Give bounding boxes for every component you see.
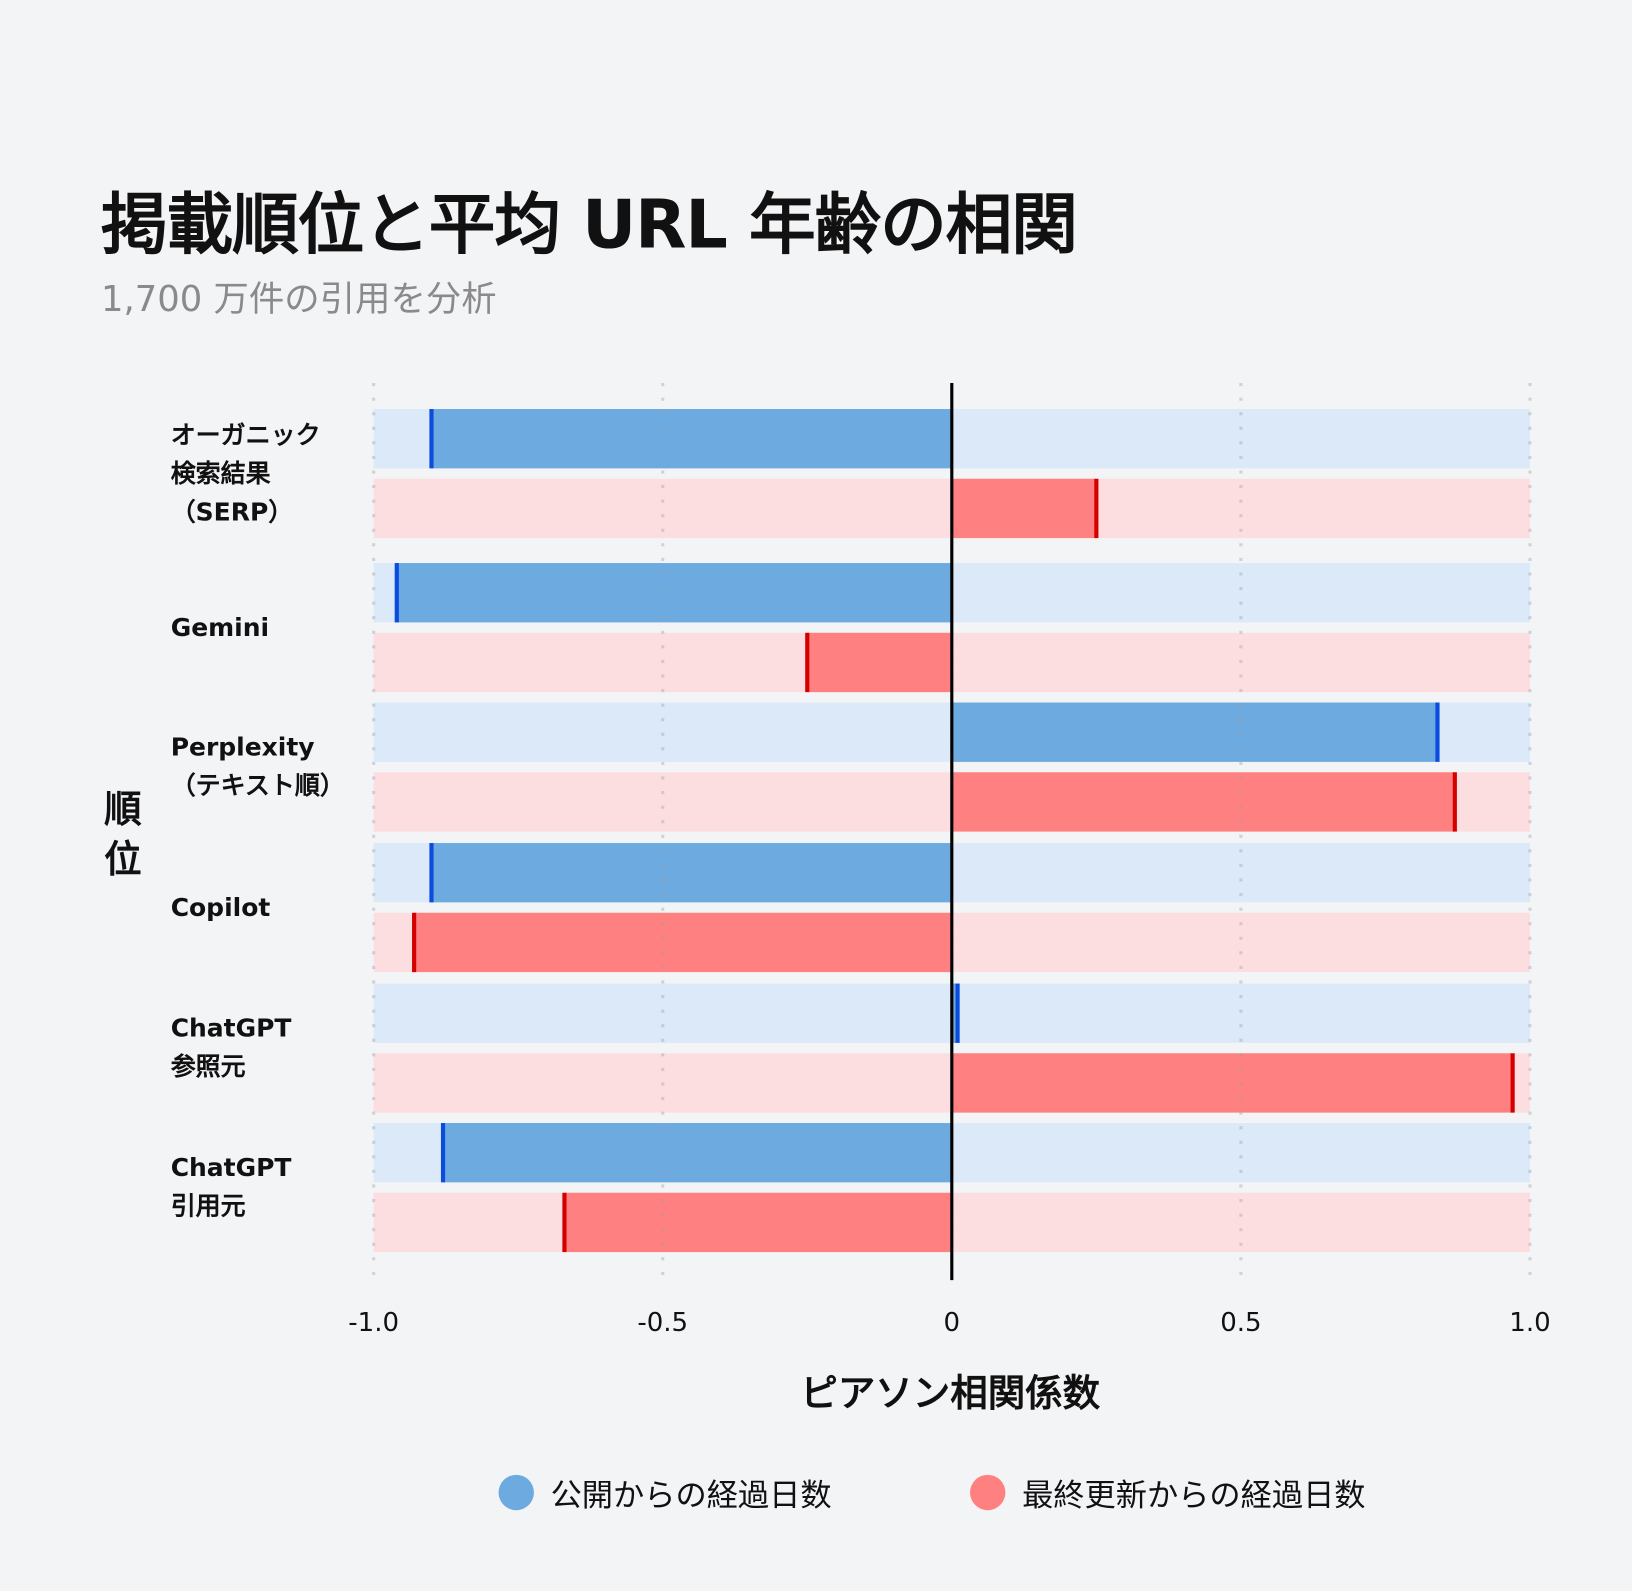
category-label: Copilot bbox=[170, 892, 271, 922]
bar-published bbox=[431, 409, 952, 469]
marker-updated bbox=[1510, 1053, 1515, 1113]
bar-updated bbox=[951, 772, 1455, 832]
x-tick-label: -0.5 bbox=[637, 1307, 689, 1338]
chart-title: 掲載順位と平均 URL 年齢の相関 bbox=[100, 187, 1078, 265]
legend-label-updated: 最終更新からの経過日数 bbox=[1022, 1477, 1366, 1515]
marker-updated bbox=[1094, 478, 1099, 539]
marker-published bbox=[1435, 702, 1440, 762]
x-tick-label: 1.0 bbox=[1509, 1307, 1551, 1338]
marker-updated bbox=[562, 1192, 567, 1253]
marker-updated bbox=[412, 912, 417, 973]
bar-published bbox=[951, 702, 1438, 762]
marker-published bbox=[429, 843, 434, 903]
category-label: Perplexity （テキスト順） bbox=[170, 732, 345, 801]
bar-updated bbox=[564, 1192, 952, 1253]
category-label: ChatGPT 引用元 bbox=[170, 1153, 292, 1221]
bar-updated bbox=[951, 1053, 1513, 1113]
y-axis-label: 順位 bbox=[104, 788, 142, 882]
x-tick-label: 0 bbox=[943, 1307, 961, 1338]
legend-item-published: 公開からの経過日数 bbox=[498, 1470, 832, 1516]
legend-swatch-published bbox=[498, 1474, 534, 1511]
x-tick-label: -1.0 bbox=[348, 1307, 400, 1338]
x-axis-label: ピアソン相関係数 bbox=[800, 1372, 1101, 1416]
bar-updated bbox=[807, 632, 952, 693]
category-label: オーガニック 検索結果 （SERP） bbox=[170, 419, 321, 527]
bar-updated bbox=[951, 478, 1097, 539]
chart-subtitle: 1,700 万件の引用を分析 bbox=[100, 278, 497, 321]
marker-published bbox=[440, 1123, 446, 1183]
marker-published bbox=[394, 563, 399, 623]
category-label: Gemini bbox=[170, 612, 270, 642]
marker-published bbox=[429, 409, 434, 469]
marker-updated bbox=[805, 632, 810, 693]
bar-published bbox=[396, 563, 952, 623]
bar-published bbox=[951, 983, 958, 1043]
bar-updated bbox=[414, 912, 952, 973]
legend-label-published: 公開からの経過日数 bbox=[550, 1477, 832, 1515]
legend-swatch-updated bbox=[970, 1474, 1006, 1511]
bar-published bbox=[443, 1123, 952, 1183]
marker-published bbox=[955, 983, 960, 1043]
x-tick-label: 0.5 bbox=[1220, 1307, 1262, 1338]
marker-updated bbox=[1452, 772, 1457, 832]
category-label: ChatGPT 参照元 bbox=[170, 1013, 292, 1082]
bar-published bbox=[431, 843, 952, 903]
legend-item-updated: 最終更新からの経過日数 bbox=[970, 1470, 1366, 1516]
